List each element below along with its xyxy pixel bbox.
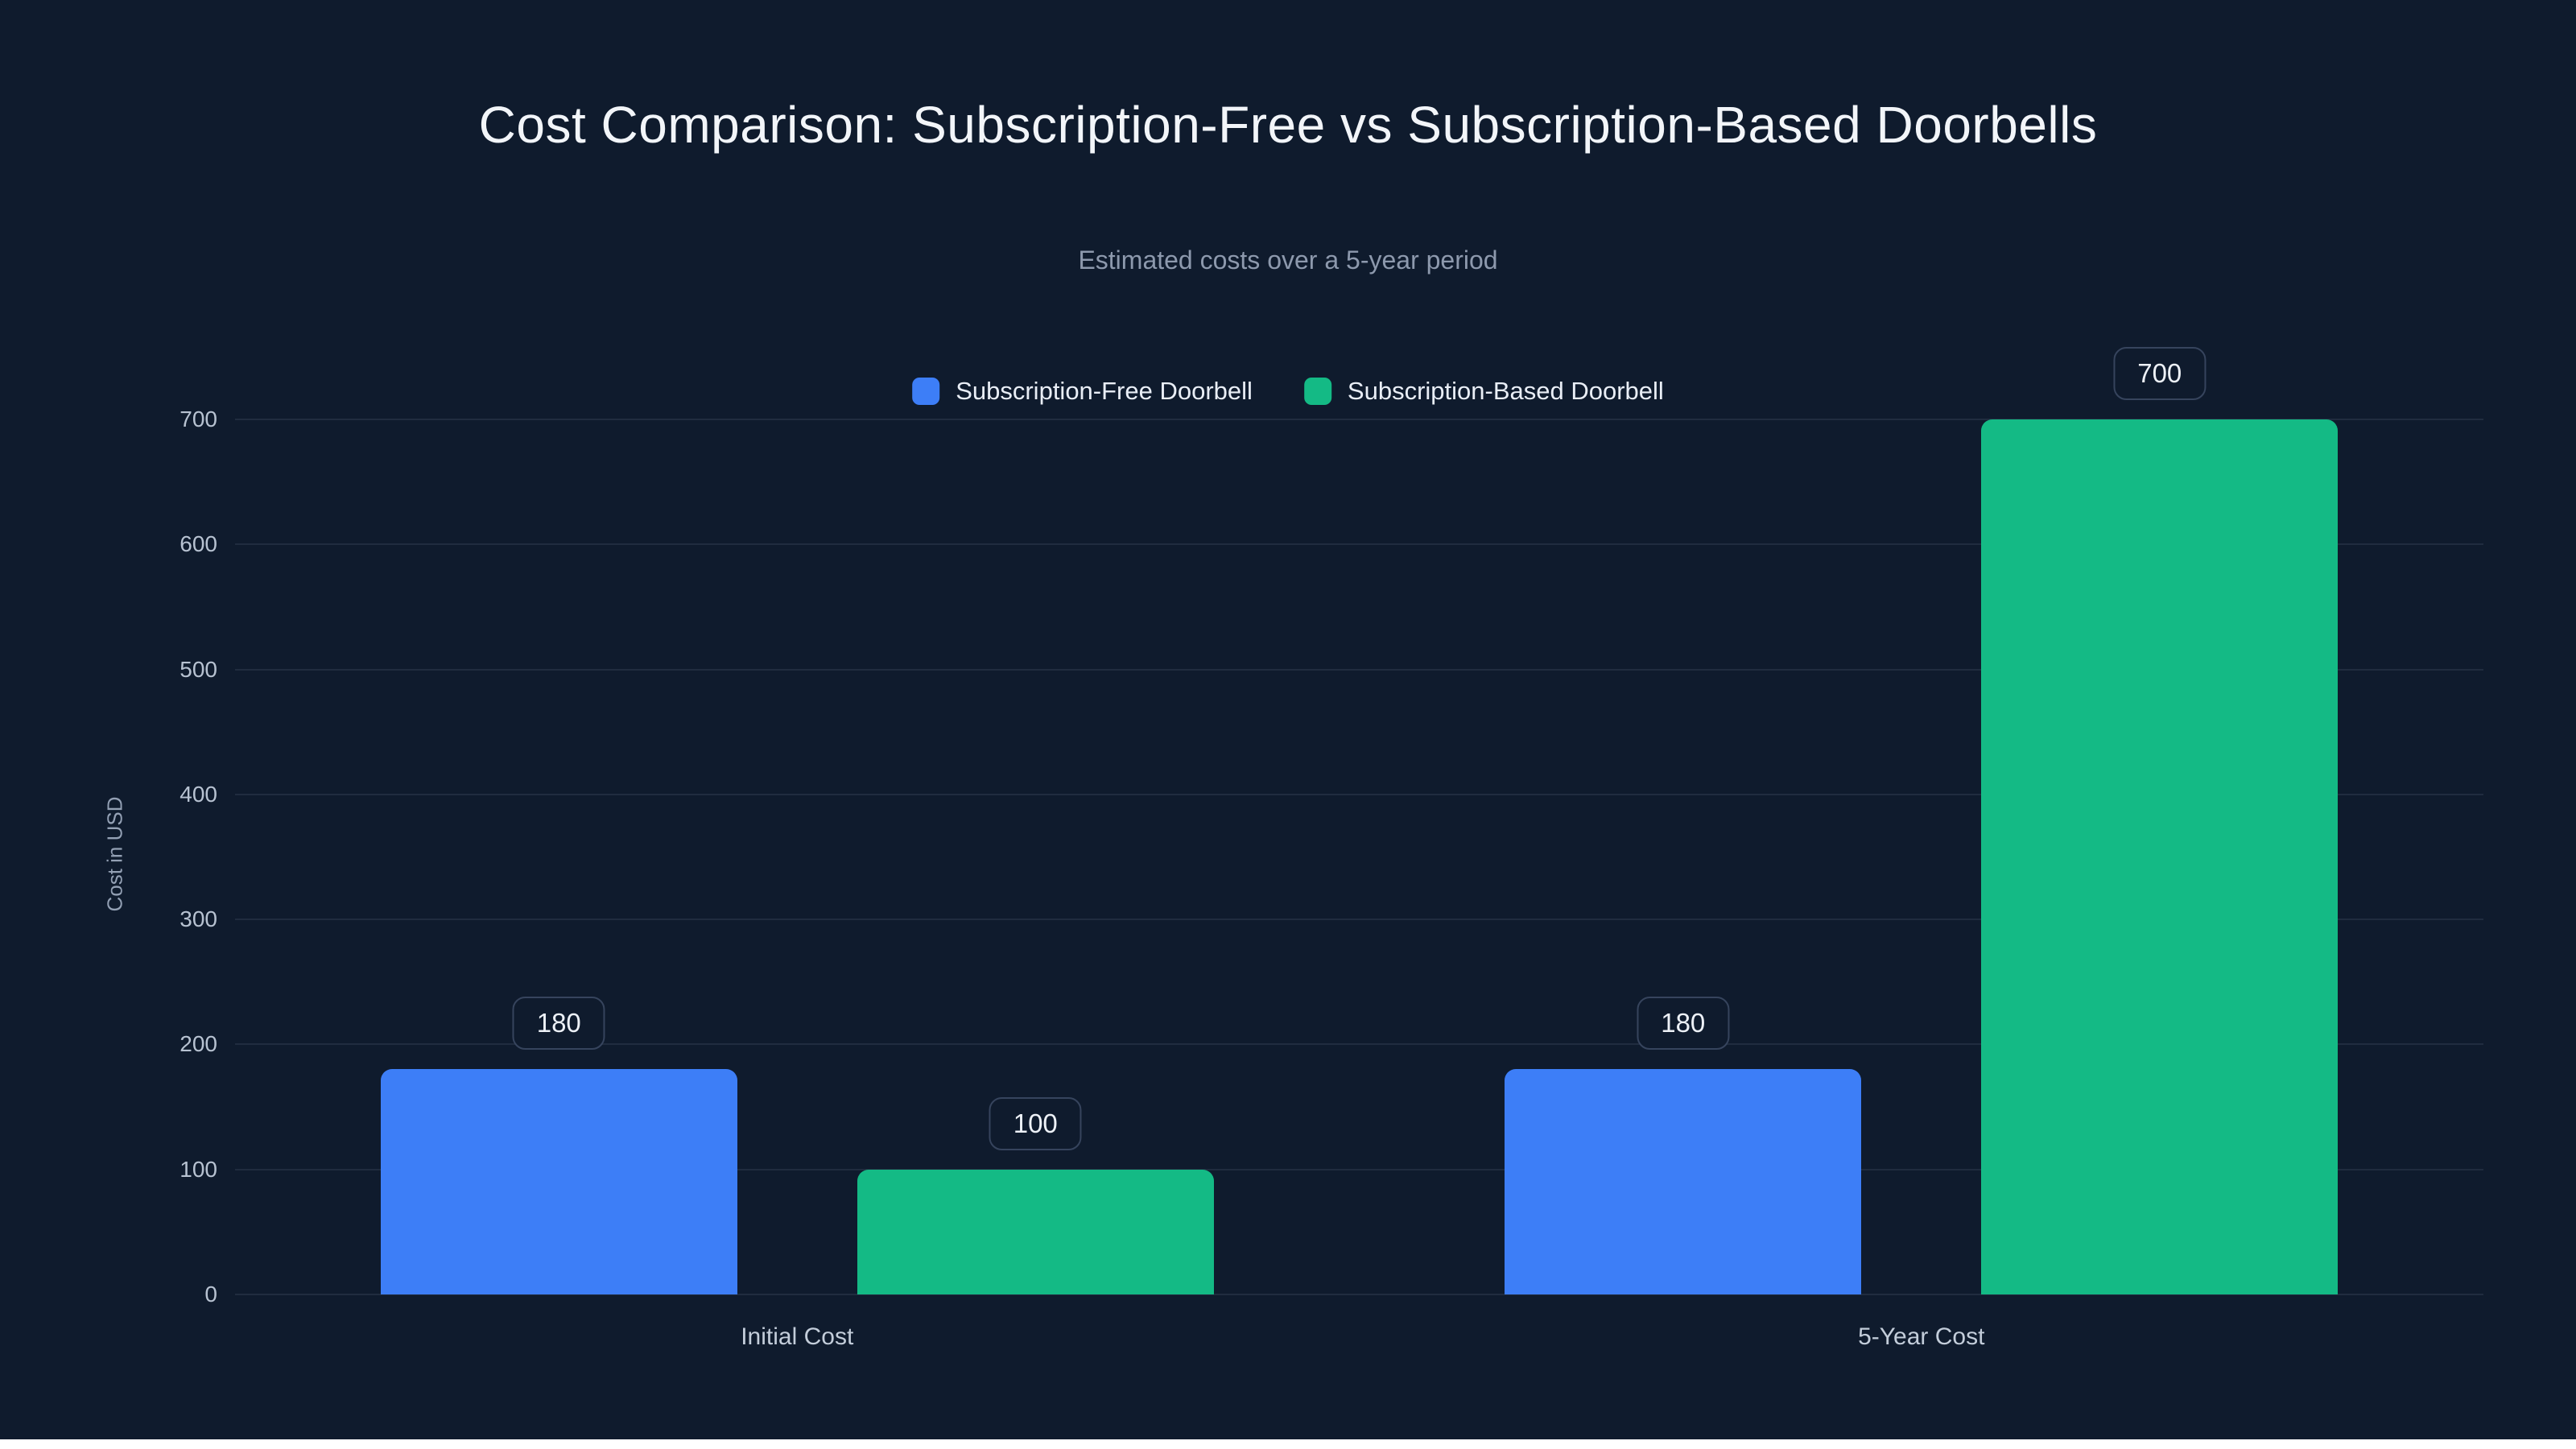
bar [857,1169,1214,1294]
x-category-label: 5-Year Cost [1858,1323,1985,1350]
y-tick-label: 700 [180,407,217,431]
bar [1981,419,2339,1294]
gridline [235,419,2483,420]
bottom-strip [0,1439,2576,1449]
value-badge: 100 [989,1096,1082,1150]
legend-swatch [1303,378,1331,405]
y-tick-label: 600 [180,531,217,557]
gridline [235,668,2483,671]
value-badge: 700 [2113,347,2207,400]
gridline [235,1168,2483,1170]
chart-subtitle: Estimated costs over a 5-year period [1078,246,1498,275]
gridline [235,1294,2483,1295]
legend-swatch [912,378,940,405]
y-tick-label: 400 [180,781,217,807]
chart-title: Cost Comparison: Subscription-Free vs Su… [478,96,2098,154]
legend-item-subscription-based[interactable]: Subscription-Based Doorbell [1303,377,1664,406]
legend-item-subscription-free[interactable]: Subscription-Free Doorbell [912,377,1253,406]
bar [380,1069,737,1294]
gridline [235,919,2483,921]
gridline [235,543,2483,546]
bar [1505,1069,1862,1294]
y-tick-label: 0 [204,1282,217,1307]
gridline [235,793,2483,795]
x-category-label: Initial Cost [741,1323,854,1350]
y-tick-label: 300 [180,906,217,932]
value-badge: 180 [1637,997,1730,1051]
y-tick-label: 200 [180,1031,217,1057]
legend-label: Subscription-Based Doorbell [1347,377,1664,405]
legend-label: Subscription-Free Doorbell [956,377,1253,405]
y-tick-label: 500 [180,656,217,682]
y-tick-label: 100 [180,1156,217,1182]
gridline [235,1043,2483,1046]
legend: Subscription-Free Doorbell Subscription-B… [912,377,1664,406]
value-badge: 180 [512,997,605,1051]
